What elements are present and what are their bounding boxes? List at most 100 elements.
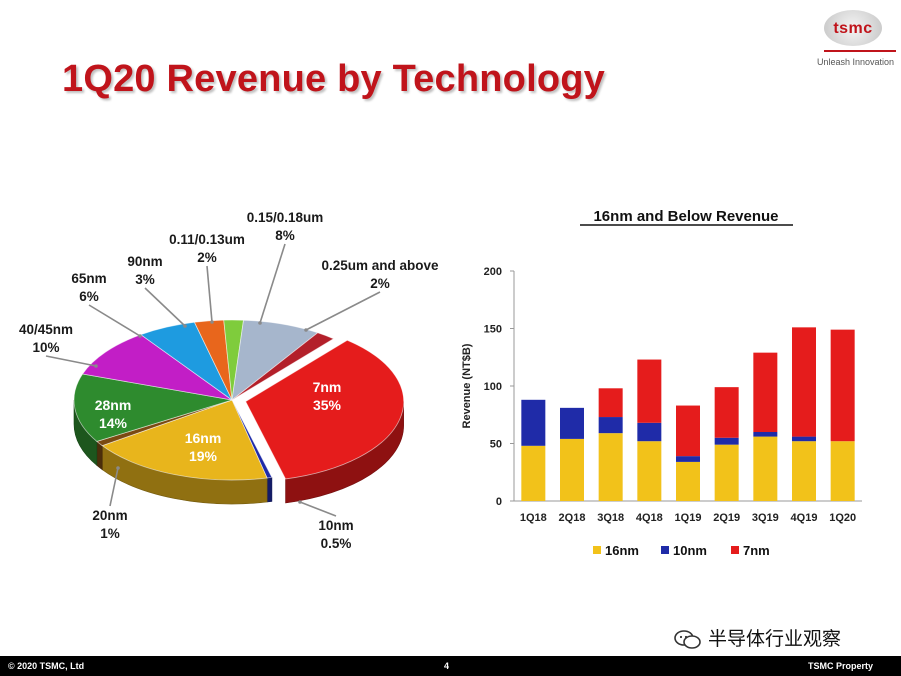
y-tick-label: 200 bbox=[484, 266, 502, 278]
bar-7nm-4Q19 bbox=[792, 327, 816, 437]
x-tick-label: 3Q19 bbox=[752, 512, 779, 524]
pie-leader-dot-0.25um and above bbox=[304, 328, 308, 332]
bar-7nm-1Q20 bbox=[830, 329, 855, 442]
logo-underline bbox=[824, 50, 896, 52]
pie-label-20nm: 20nm bbox=[92, 508, 127, 523]
pie-leader-20nm bbox=[109, 467, 119, 507]
pie-value-0.15/0.18um: 8% bbox=[275, 228, 295, 243]
y-tick-label: 150 bbox=[484, 324, 502, 336]
pie-label-16nm: 16nm bbox=[185, 430, 222, 446]
bar-16nm-4Q18 bbox=[637, 441, 662, 501]
bar-16nm-3Q18 bbox=[598, 433, 623, 501]
bar-title: 16nm and Below Revenue bbox=[593, 208, 778, 225]
pie-leader-0.15/0.18um bbox=[259, 243, 286, 324]
y-tick-label: 50 bbox=[490, 439, 502, 451]
legend-swatch-10nm bbox=[661, 546, 669, 554]
x-tick-label: 3Q18 bbox=[597, 512, 624, 524]
pie-label-65nm: 65nm bbox=[71, 271, 106, 286]
pie-side-20nm bbox=[96, 440, 103, 471]
pie-value-7nm: 35% bbox=[313, 397, 342, 413]
bar-7nm-3Q18 bbox=[598, 388, 623, 418]
x-tick-label: 1Q18 bbox=[520, 512, 547, 524]
legend-label-16nm: 16nm bbox=[605, 543, 639, 558]
pie-side-10nm bbox=[266, 477, 273, 503]
pie-slice-7nm bbox=[245, 339, 404, 480]
pie-value-65nm: 6% bbox=[79, 289, 99, 304]
x-tick-label: 4Q18 bbox=[636, 512, 663, 524]
pie-label-0.25um and above: 0.25um and above bbox=[321, 258, 439, 273]
logo-text: tsmc bbox=[833, 20, 873, 37]
x-tick-label: 1Q19 bbox=[675, 512, 702, 524]
pie-leader-65nm bbox=[88, 304, 141, 337]
legend-label-7nm: 7nm bbox=[743, 543, 770, 558]
pie-label-28nm: 28nm bbox=[95, 397, 132, 413]
pie-value-0.25um and above: 2% bbox=[370, 276, 390, 291]
footer-property: TSMC Property bbox=[808, 661, 874, 671]
footer-page-number: 4 bbox=[444, 661, 450, 671]
bar-10nm-4Q19 bbox=[792, 436, 816, 442]
wechat-icon bbox=[674, 630, 701, 649]
x-tick-label: 2Q18 bbox=[559, 512, 586, 524]
bar-16nm-2Q19 bbox=[714, 444, 739, 501]
page-title: 1Q20 Revenue by Technology bbox=[62, 58, 605, 100]
pie-label-7nm: 7nm bbox=[313, 379, 342, 395]
pie-leader-dot-65nm bbox=[138, 334, 142, 338]
bar-chart: 16nm and Below Revenue Revenue (NT$B) 0 50 1… bbox=[461, 208, 862, 558]
pie-leader-40/45nm bbox=[45, 355, 97, 367]
pie-label-40/45nm: 40/45nm bbox=[19, 322, 73, 337]
pie-leader-90nm bbox=[144, 287, 186, 327]
bar-16nm-1Q19 bbox=[676, 461, 700, 501]
logo-tagline: Unleash Innovation bbox=[816, 57, 894, 67]
pie-leader-0.11/0.13um bbox=[206, 265, 213, 323]
footer-copyright: © 2020 TSMC, Ltd bbox=[8, 661, 85, 671]
pie-value-20nm: 1% bbox=[100, 526, 120, 541]
bar-10nm-2Q18 bbox=[560, 407, 584, 439]
bar-16nm-2Q18 bbox=[560, 438, 584, 501]
x-tick-label: 2Q19 bbox=[713, 512, 740, 524]
bar-16nm-4Q19 bbox=[792, 441, 816, 501]
footer: © 2020 TSMC, Ltd 4 TSMC Property bbox=[0, 656, 901, 676]
pie-value-40/45nm: 10% bbox=[32, 340, 59, 355]
pie-label-0.11/0.13um: 0.11/0.13um bbox=[169, 232, 245, 247]
bar-10nm-3Q19 bbox=[753, 432, 778, 437]
pie-value-10nm: 0.5% bbox=[321, 536, 352, 551]
y-tick-label: 0 bbox=[496, 496, 502, 508]
pie-chart: 7nm 35% 10nm 0.5% 16nm 19% 20nm 1% 28nm 14% 40/45n… bbox=[19, 210, 439, 551]
bar-10nm-3Q18 bbox=[598, 417, 623, 434]
pie-slice-16nm bbox=[101, 399, 268, 481]
legend-swatch-7nm bbox=[731, 546, 739, 554]
bar-16nm-1Q20 bbox=[830, 441, 855, 501]
legend-label-10nm: 10nm bbox=[673, 543, 707, 558]
x-tick-label: 1Q20 bbox=[829, 512, 856, 524]
bar-10nm-4Q18 bbox=[637, 422, 662, 442]
bar-16nm-1Q18 bbox=[521, 445, 546, 501]
watermark: 半导体行业观察 bbox=[674, 624, 841, 652]
pie-slice-28nm bbox=[73, 373, 233, 442]
pie-value-16nm: 19% bbox=[189, 448, 218, 464]
bar-10nm-1Q18 bbox=[521, 399, 546, 446]
pie-leader-0.25um and above bbox=[305, 291, 381, 331]
bar-7nm-4Q18 bbox=[637, 359, 662, 423]
bar-16nm-3Q19 bbox=[753, 436, 778, 501]
pie-leader-dot-90nm bbox=[183, 324, 187, 328]
pie-label-0.15/0.18um: 0.15/0.18um bbox=[247, 210, 324, 225]
logo-mark-icon bbox=[824, 10, 882, 46]
pie-leader-10nm bbox=[299, 501, 337, 517]
legend-swatch-16nm bbox=[593, 546, 601, 554]
pie-leader-dot-0.15/0.18um bbox=[258, 321, 262, 325]
pie-value-0.11/0.13um: 2% bbox=[197, 250, 217, 265]
bar-7nm-2Q19 bbox=[714, 387, 739, 438]
pie-label-10nm: 10nm bbox=[318, 518, 353, 533]
tsmc-logo: tsmc bbox=[820, 6, 886, 50]
pie-label-90nm: 90nm bbox=[127, 254, 162, 269]
y-axis-label: Revenue (NT$B) bbox=[461, 343, 473, 428]
y-tick-label: 100 bbox=[484, 381, 502, 393]
pie-leader-dot-40/45nm bbox=[94, 364, 98, 368]
pie-value-90nm: 3% bbox=[135, 272, 155, 287]
pie-leader-dot-20nm bbox=[116, 466, 120, 470]
bar-7nm-3Q19 bbox=[753, 352, 778, 432]
bar-10nm-1Q19 bbox=[676, 456, 700, 462]
pie-value-28nm: 14% bbox=[99, 415, 128, 431]
